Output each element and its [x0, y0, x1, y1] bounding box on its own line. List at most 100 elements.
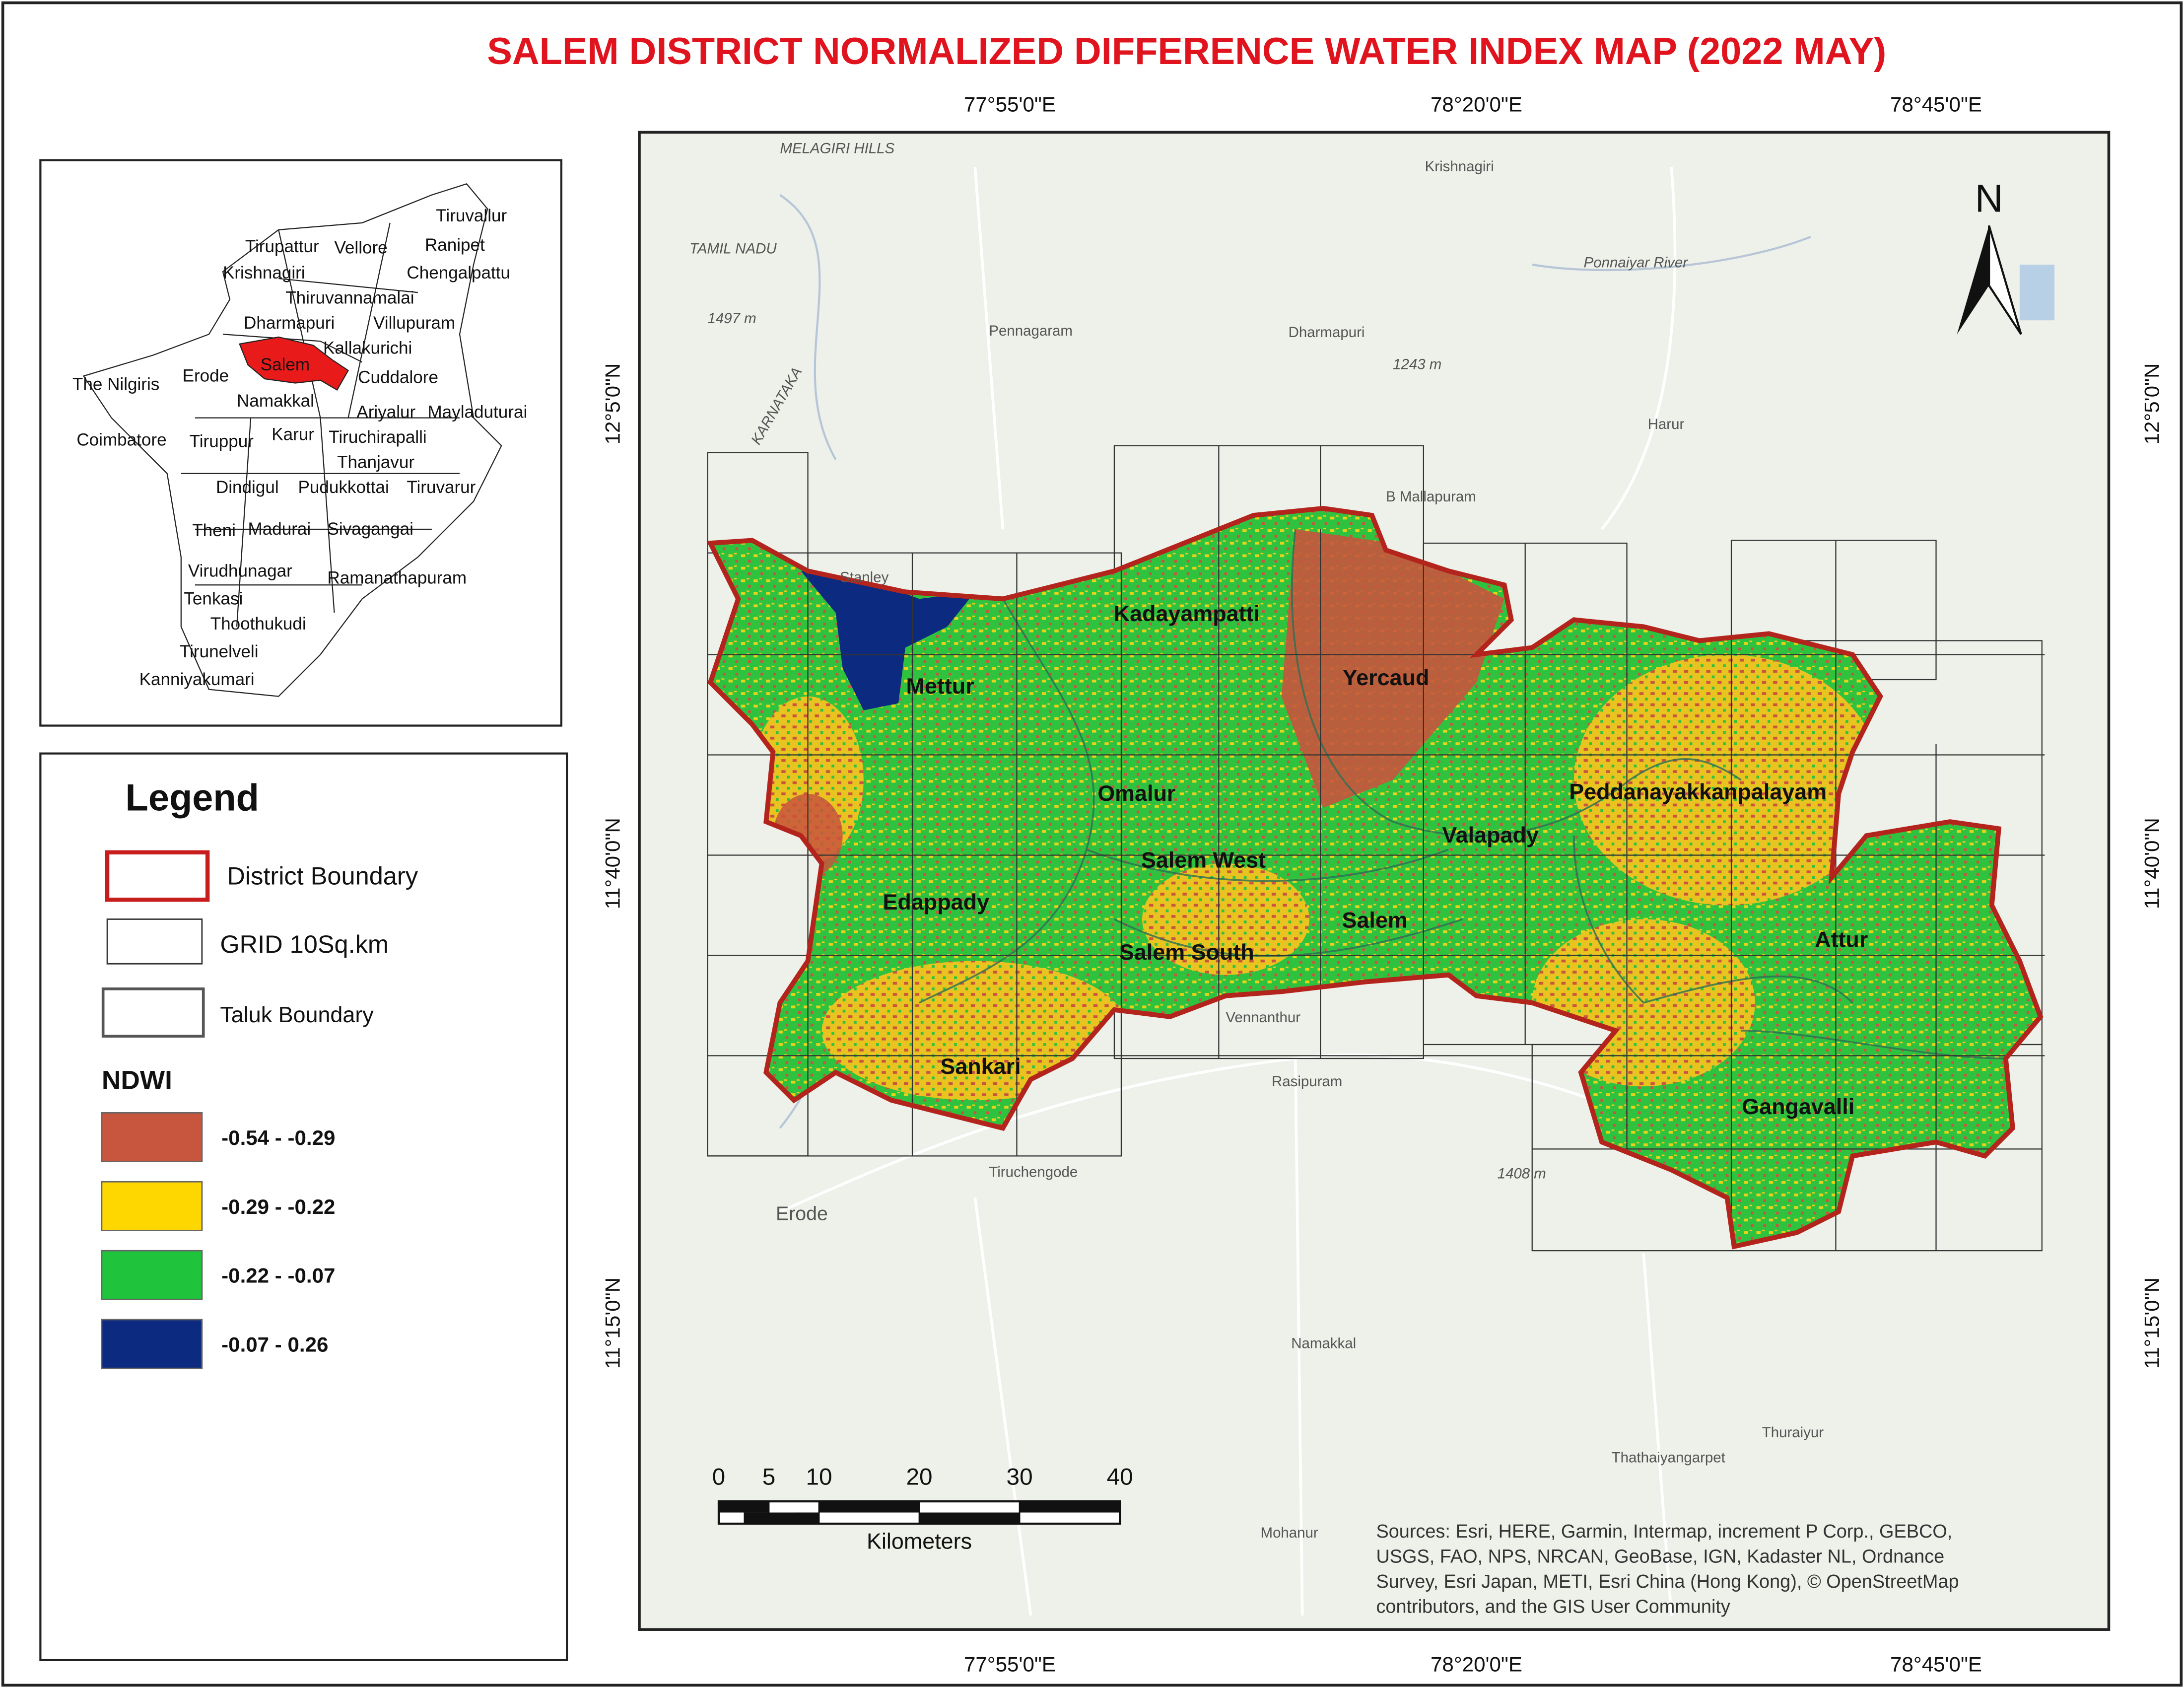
- inset-label: Chengalpattu: [407, 263, 510, 282]
- inset-label: Dharmapuri: [244, 313, 335, 333]
- taluk-label: Yercaud: [1343, 665, 1430, 690]
- inset-label: Kallakurichi: [323, 339, 412, 358]
- inset-label: Thiruvannamalai: [285, 288, 414, 308]
- inset-label: Erode: [183, 366, 229, 386]
- coord-label: 11°40'0"N: [601, 818, 624, 909]
- taluk-label: Valapady: [1442, 822, 1539, 847]
- sources: Sources: Esri, HERE, Garmin, Intermap, i…: [1376, 1521, 1959, 1617]
- place-label: Tiruchengode: [989, 1164, 1078, 1180]
- inset-label: Dindigul: [216, 478, 279, 497]
- place-label: 1497 m: [708, 310, 756, 327]
- place-label: TAMIL NADU: [689, 241, 777, 257]
- inset-label: Sivagangai: [327, 519, 413, 539]
- place-label: Harur: [1648, 416, 1685, 432]
- legend-swatch: [106, 918, 203, 965]
- source-line: Survey, Esri Japan, METI, Esri China (Ho…: [1376, 1571, 1959, 1592]
- scale-tick-label: 5: [762, 1464, 776, 1490]
- coord-label: 77°55'0"E: [964, 1652, 1056, 1676]
- basemap-labels: MELAGIRI HILLS Krishnagiri TAMIL NADU Po…: [689, 141, 1824, 1541]
- inset-label: Tiruvarur: [407, 478, 476, 497]
- place-label: 1243 m: [1393, 356, 1441, 372]
- legend-label: -0.22 - -0.07: [221, 1264, 335, 1287]
- legend-label: -0.29 - -0.22: [221, 1195, 335, 1218]
- taluk-label: Mettur: [906, 673, 974, 699]
- ndwi-classes: -0.54 - -0.29 -0.29 - -0.22 -0.22 - -0.07 -…: [101, 1112, 335, 1369]
- inset-label: Pudukkottai: [298, 478, 389, 497]
- inset-label: Vellore: [334, 238, 387, 258]
- inset-label: Thoothukudi: [210, 614, 306, 633]
- place-label: Dharmapuri: [1289, 324, 1365, 341]
- inset-label: Tirupattur: [245, 237, 319, 256]
- taluk-label: Salem South: [1119, 939, 1254, 965]
- inset-label: Namakkal: [237, 391, 314, 411]
- inset-label: Villupuram: [373, 313, 455, 333]
- scale-segment: [919, 1512, 1020, 1524]
- inset-state: [82, 183, 502, 697]
- inset-label: Ranipet: [425, 235, 485, 255]
- taluk-label: Edappady: [883, 889, 989, 914]
- place-label: Mohanur: [1261, 1525, 1318, 1541]
- inset-salem: [239, 336, 349, 391]
- coord-label: 12°5'0"N: [601, 363, 624, 445]
- north-arrow: [1988, 225, 2022, 335]
- place-label: B Mallapuram: [1386, 489, 1476, 505]
- source-line: contributors, and the GIS User Community: [1376, 1597, 1730, 1618]
- inset-label: Salem: [261, 355, 310, 374]
- scale-unit: Kilometers: [867, 1528, 972, 1553]
- place-label: Thathaiyangarpet: [1612, 1450, 1725, 1466]
- coord-label: 11°15'0"N: [601, 1277, 624, 1369]
- scale-tick-label: 10: [806, 1464, 832, 1490]
- legend-label: -0.07 - 0.26: [221, 1333, 328, 1356]
- north-label: N: [1975, 176, 2003, 220]
- inset-label: Coimbatore: [76, 430, 166, 450]
- coord-label: 11°15'0"N: [2140, 1277, 2163, 1369]
- taluk-label: Gangavalli: [1742, 1094, 1854, 1119]
- inset-label: Tenkasi: [184, 589, 243, 608]
- inset-label: Cuddalore: [358, 367, 438, 387]
- taluk-label: Kadayampatti: [1114, 601, 1260, 626]
- graticule-labels: 77°55'0"E 78°20'0"E 78°45'0"E 77°55'0"E …: [601, 92, 2164, 1676]
- coord-label: 78°20'0"E: [1431, 92, 1522, 116]
- legend-label: District Boundary: [227, 861, 418, 890]
- place-label: Erode: [776, 1202, 828, 1224]
- legend-label: GRID 10Sq.km: [220, 930, 389, 958]
- inset-label: Tirunelveli: [180, 642, 259, 661]
- scale-segment: [819, 1501, 920, 1513]
- inset-label: Tiruchirapalli: [329, 427, 426, 447]
- place-label: Krishnagiri: [1425, 158, 1494, 175]
- inset-label: Tiruvallur: [436, 206, 507, 225]
- scale-tick-label: 30: [1007, 1464, 1033, 1490]
- legend-title: Legend: [126, 777, 259, 819]
- legend-swatch: [101, 1319, 203, 1369]
- taluk-label: Omalur: [1097, 780, 1175, 806]
- legend-label: -0.54 - -0.29: [221, 1126, 335, 1149]
- place-label: Stanley: [840, 569, 888, 586]
- taluk-label: Salem West: [1141, 847, 1266, 873]
- scale-segment: [744, 1512, 769, 1524]
- coord-label: 77°55'0"E: [964, 92, 1056, 116]
- taluk-label: Peddanayakkanpalayam: [1569, 779, 1827, 804]
- coord-label: 11°40'0"N: [2140, 818, 2163, 909]
- scale-segment: [794, 1512, 819, 1524]
- legend-swatch: [101, 1250, 203, 1300]
- source-line: Sources: Esri, HERE, Garmin, Intermap, i…: [1376, 1521, 1952, 1542]
- coord-label: 78°45'0"E: [1890, 1652, 1982, 1676]
- inset-label: Virudhunagar: [188, 561, 292, 580]
- roads: [779, 167, 1677, 1616]
- taluk-label: Salem: [1342, 907, 1408, 932]
- place-label: MELAGIRI HILLS: [780, 141, 894, 157]
- legend-label: Taluk Boundary: [220, 1002, 374, 1027]
- inset-label: Thanjavur: [337, 453, 414, 472]
- place-label: Rasipuram: [1272, 1073, 1342, 1090]
- source-line: USGS, FAO, NPS, NRCAN, GeoBase, IGN, Kad…: [1376, 1547, 1944, 1567]
- inset-label: Kanniyakumari: [139, 670, 255, 689]
- legend-ndwi-title: NDWI: [102, 1066, 172, 1095]
- taluk-label: Attur: [1815, 927, 1868, 952]
- coord-label: 78°45'0"E: [1890, 92, 1982, 116]
- place-label: 1408 m: [1498, 1165, 1546, 1182]
- scale-segment: [718, 1501, 769, 1513]
- coord-label: 12°5'0"N: [2140, 363, 2163, 445]
- lake: [2019, 265, 2055, 321]
